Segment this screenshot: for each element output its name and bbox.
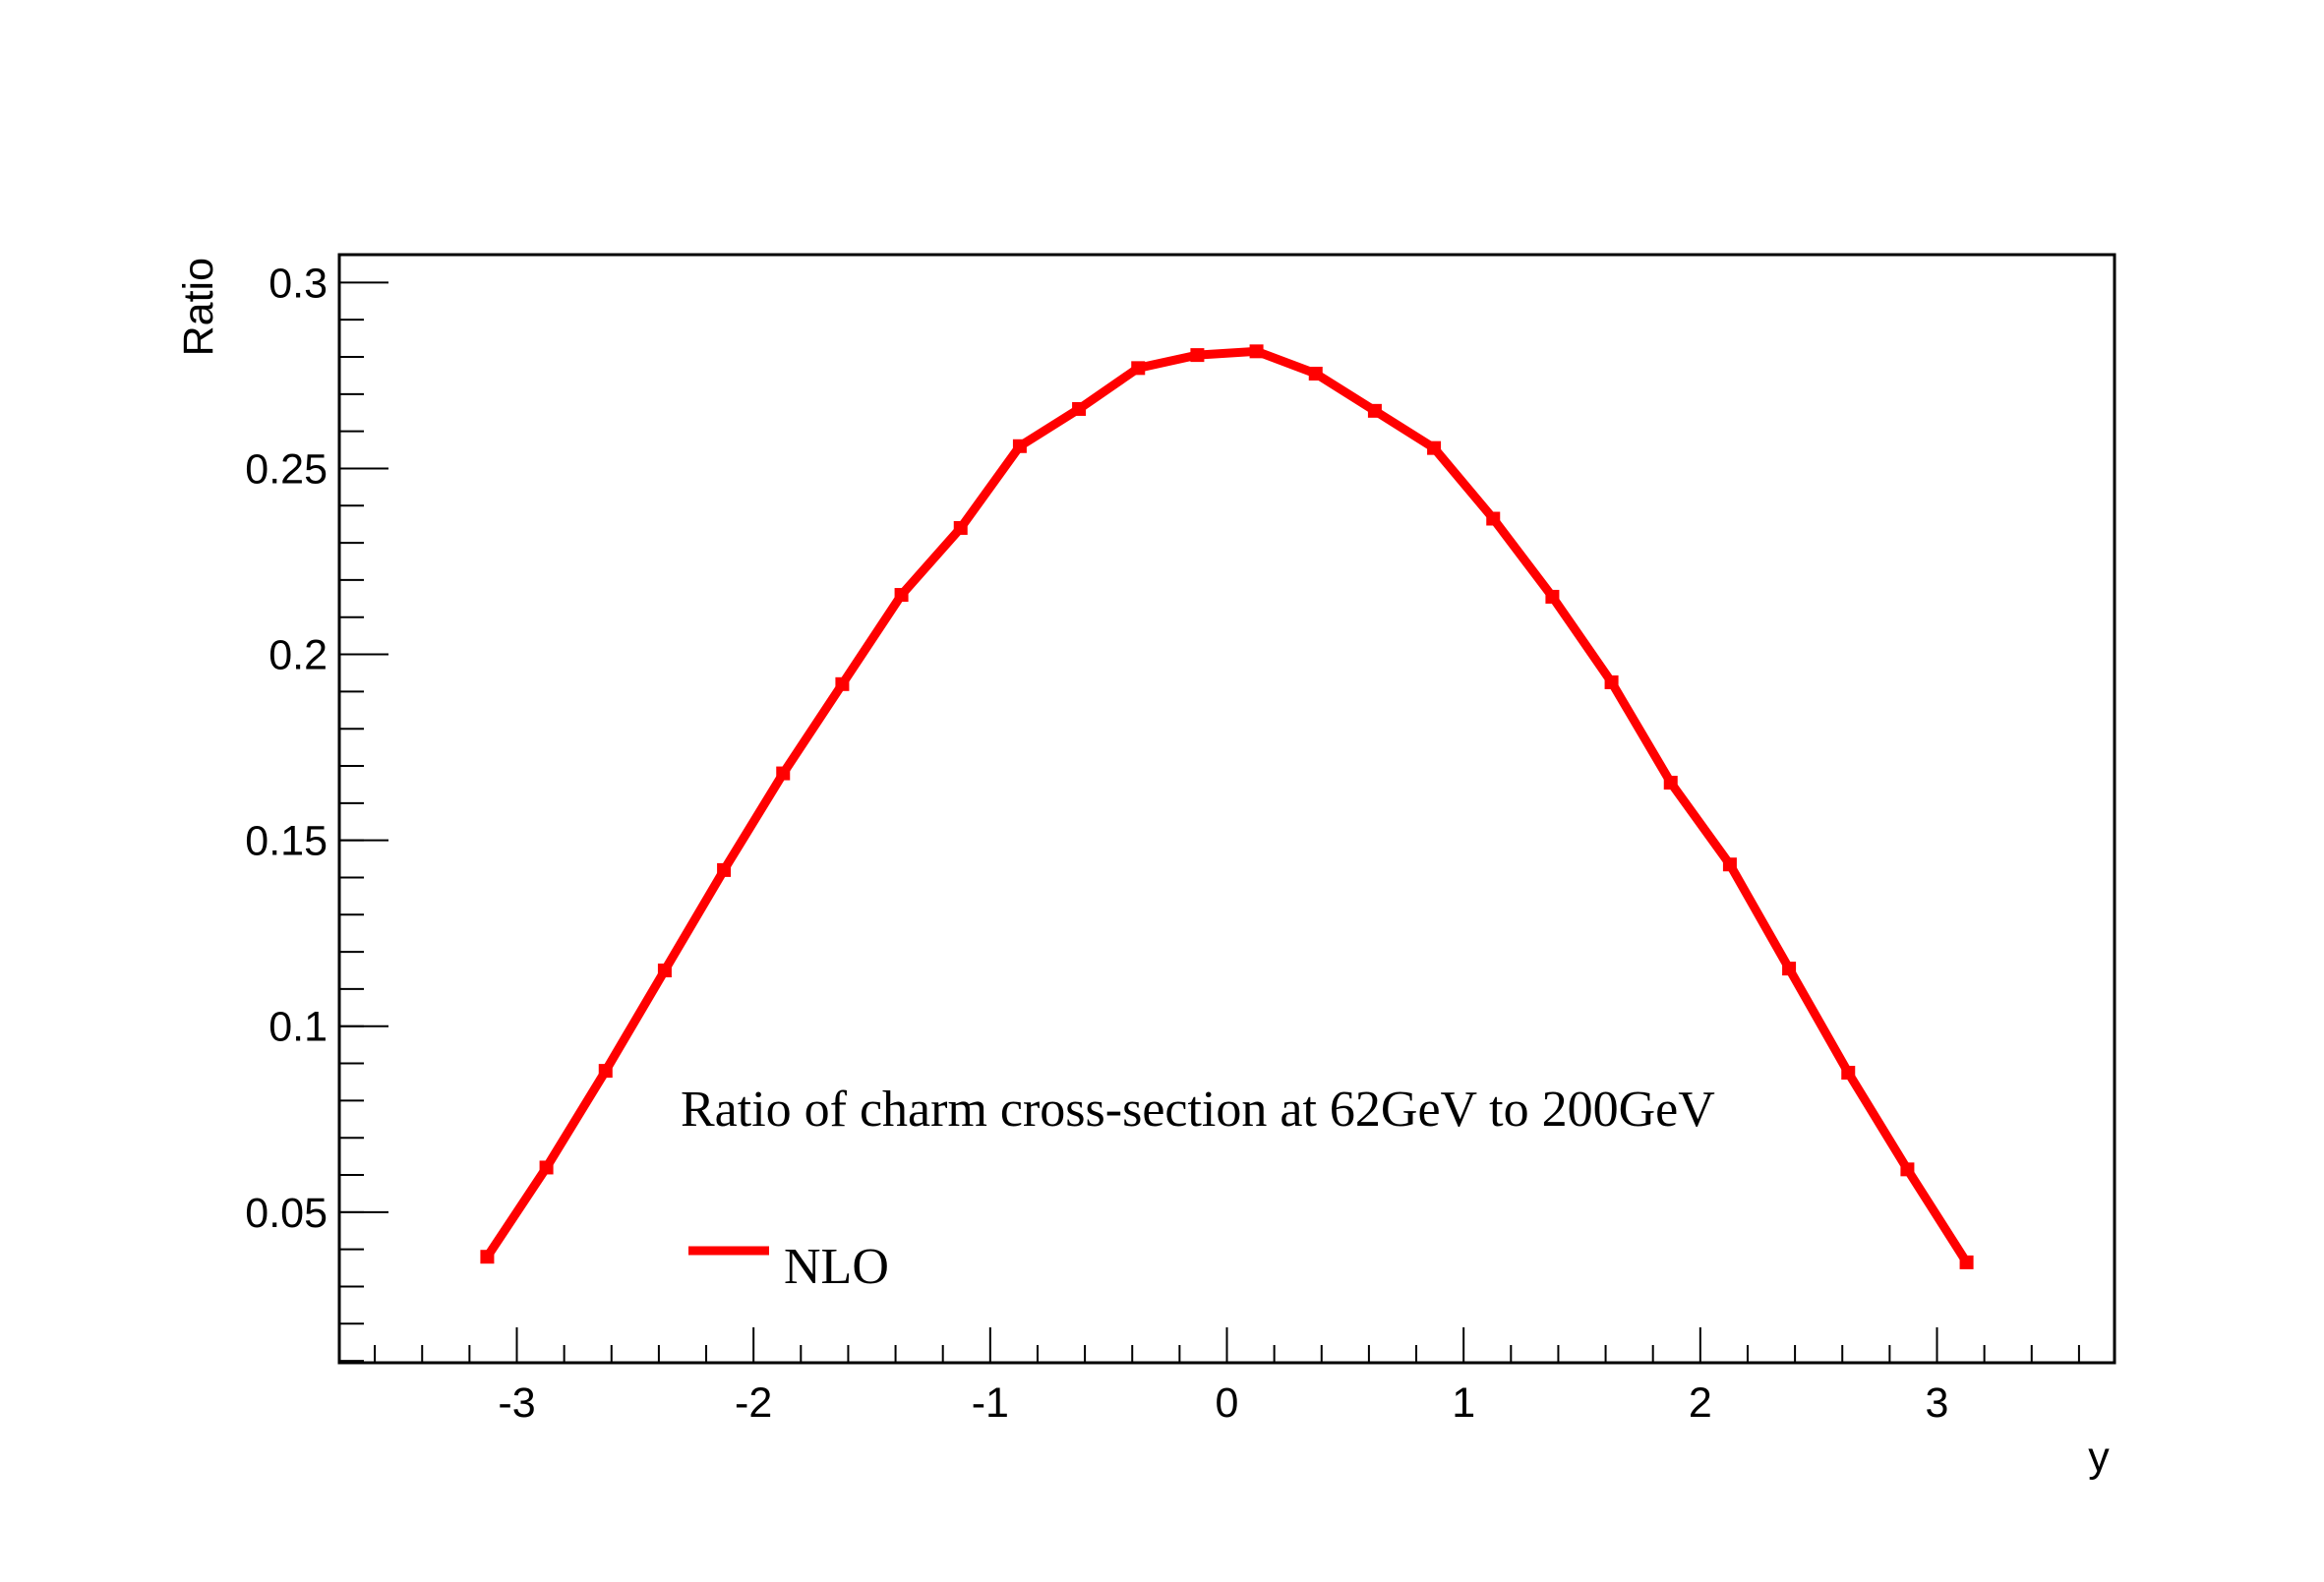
data-point (953, 520, 968, 535)
x-tick-label: -2 (735, 1379, 772, 1427)
x-tick-label: -3 (498, 1379, 535, 1427)
data-point (539, 1160, 554, 1175)
y-tick-label: 0.05 (245, 1190, 328, 1237)
data-point (1604, 674, 1619, 689)
data-point (1012, 439, 1027, 453)
axes: 0.05 0.1 0.15 0.2 0.25 0.3 -3 -2 -1 0 1 2 3 (245, 260, 2080, 1427)
data-point (1841, 1066, 1856, 1081)
data-point (717, 862, 732, 877)
series-layer (480, 344, 1974, 1269)
y-axis-title: Ratio (175, 258, 222, 356)
x-tick-label: 1 (1452, 1379, 1475, 1427)
data-point (657, 964, 672, 978)
x-tick-label: 3 (1926, 1379, 1949, 1427)
data-point (1545, 589, 1560, 604)
data-point (1131, 361, 1146, 376)
data-point (894, 588, 909, 603)
data-point (835, 676, 850, 691)
x-tick-label: 2 (1689, 1379, 1712, 1427)
x-axis-title: y (2088, 1434, 2110, 1481)
x-tick-label: 0 (1216, 1379, 1239, 1427)
legend: NLO (688, 1239, 889, 1295)
data-point (1722, 857, 1737, 872)
data-point (1308, 367, 1323, 381)
data-point (598, 1064, 613, 1079)
y-tick-label: 0.1 (268, 1004, 328, 1051)
data-point (1190, 348, 1205, 363)
chart-annotation: Ratio of charm cross-section at 62GeV to… (681, 1082, 1715, 1138)
data-point (1367, 403, 1382, 418)
y-tick-label: 0.15 (245, 818, 328, 865)
legend-label-nlo: NLO (784, 1239, 889, 1295)
x-tick-label: -1 (972, 1379, 1009, 1427)
y-tick-label: 0.25 (245, 445, 328, 493)
y-tick-label: 0.2 (268, 632, 328, 679)
data-point (1427, 440, 1442, 455)
data-point (776, 766, 791, 781)
y-tick-label: 0.3 (268, 260, 328, 307)
data-point (1486, 511, 1501, 526)
data-point (1249, 344, 1264, 359)
data-point (1072, 401, 1087, 416)
plot-frame (337, 253, 2116, 1365)
data-point (1959, 1255, 1974, 1269)
data-point (1782, 962, 1797, 976)
data-point (1663, 776, 1678, 791)
data-point (480, 1250, 495, 1264)
series-line-nlo (483, 346, 1971, 1265)
data-point (1900, 1162, 1915, 1177)
